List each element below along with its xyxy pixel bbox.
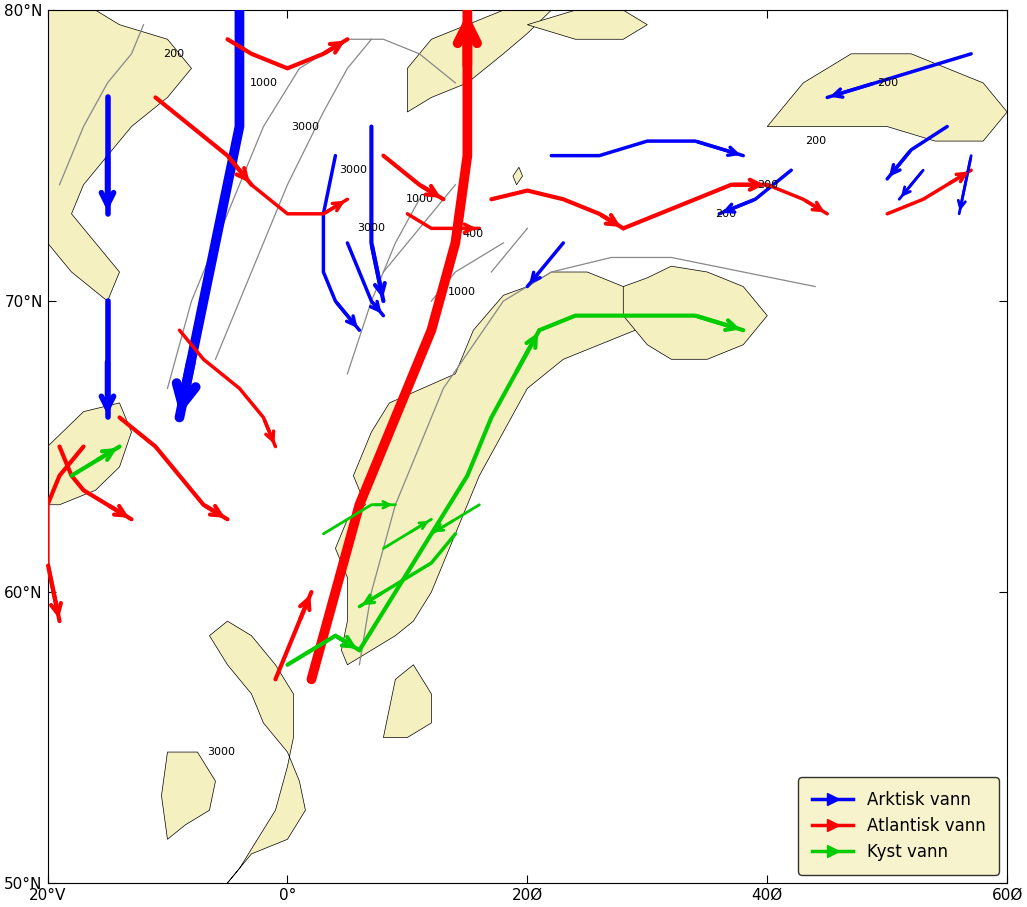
Polygon shape — [623, 266, 767, 359]
Polygon shape — [527, 10, 647, 39]
Polygon shape — [210, 621, 305, 883]
Polygon shape — [47, 10, 191, 301]
Legend: Arktisk vann, Atlantisk vann, Kyst vann: Arktisk vann, Atlantisk vann, Kyst vann — [798, 777, 999, 874]
Polygon shape — [0, 403, 131, 505]
Polygon shape — [767, 54, 1007, 141]
Text: 200: 200 — [163, 49, 184, 59]
Text: 3000: 3000 — [292, 122, 319, 132]
Text: 400: 400 — [463, 229, 484, 239]
Text: 1000: 1000 — [250, 78, 277, 88]
Text: 200: 200 — [805, 136, 826, 146]
Polygon shape — [408, 10, 551, 112]
Text: 200: 200 — [715, 209, 735, 219]
Text: 200: 200 — [877, 78, 898, 88]
Text: 200: 200 — [757, 180, 777, 190]
Text: 3000: 3000 — [357, 223, 385, 233]
Polygon shape — [383, 665, 431, 737]
Text: 3000: 3000 — [207, 747, 235, 757]
Text: 1000: 1000 — [448, 288, 476, 297]
Text: 1000: 1000 — [406, 194, 433, 204]
Text: 3000: 3000 — [339, 165, 368, 175]
Polygon shape — [512, 167, 523, 185]
Polygon shape — [336, 272, 659, 665]
Polygon shape — [161, 752, 216, 839]
